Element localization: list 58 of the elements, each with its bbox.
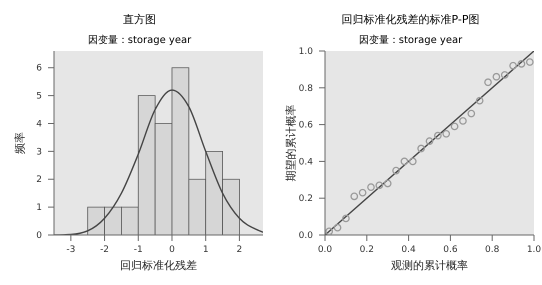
point: [367, 183, 375, 192]
point: [350, 192, 358, 200]
x-tick-label: 1: [202, 245, 209, 255]
point: [450, 122, 458, 130]
point: [492, 72, 500, 81]
x-axis-title: 观测的累计概率: [391, 259, 468, 272]
y-axis-title: 期望的累计概率: [284, 104, 298, 182]
y-tick-label: 5: [36, 92, 42, 102]
point: [500, 71, 509, 79]
point: [459, 117, 467, 125]
x-tick-label: -2: [100, 245, 110, 255]
y-tick-label: 1.0: [298, 47, 314, 57]
chart-title: 回归标准化残差的标准P-P图: [340, 12, 480, 27]
y-tick-label: 0.6: [298, 120, 314, 131]
x-axis-title: 回归标准化残差: [120, 259, 197, 272]
point: [375, 181, 384, 190]
y-tick-label: 0.8: [298, 84, 314, 94]
chart-title: 直方图: [122, 12, 157, 27]
y-tick-label: 1: [36, 203, 42, 214]
x-tick-label: -1: [134, 245, 143, 255]
x-tick-label: 0.6: [443, 245, 458, 255]
point: [434, 132, 442, 140]
point: [334, 224, 342, 232]
chart-subtitle: 因变量：storage year: [358, 34, 464, 47]
point: [400, 158, 408, 166]
x-tick-label: 2: [236, 245, 242, 255]
point: [467, 110, 476, 118]
x-tick-label: -3: [66, 245, 76, 255]
point: [426, 137, 434, 146]
y-tick-label: 0.4: [298, 157, 314, 168]
y-tick-label: 4: [36, 119, 42, 130]
x-tick-label: 0.4: [401, 245, 416, 255]
point: [417, 144, 425, 152]
point: [484, 78, 492, 86]
y-tick-label: 2: [36, 175, 42, 186]
point: [358, 188, 366, 197]
y-axis-title: 频率: [14, 132, 26, 154]
point: [518, 60, 526, 68]
y-tick-label: 0: [36, 231, 42, 241]
point: [408, 158, 417, 166]
point: [526, 58, 534, 66]
chart-subtitle: 因变量：storage year: [86, 34, 192, 47]
x-tick-label: 0.8: [485, 245, 500, 255]
y-tick-label: 6: [36, 64, 42, 74]
x-tick-label: 0.0: [318, 245, 332, 255]
point: [325, 227, 334, 235]
point: [384, 180, 392, 188]
x-tick-label: 0.2: [360, 245, 374, 255]
y-tick-label: 0.2: [298, 194, 313, 204]
point: [342, 214, 350, 222]
point: [442, 130, 450, 138]
y-tick-label: 3: [36, 147, 42, 158]
point: [509, 62, 517, 70]
y-tick-label: 0.0: [298, 231, 314, 241]
x-tick-label: 1.0: [526, 245, 542, 255]
point: [392, 166, 400, 174]
x-tick-label: 0: [169, 245, 176, 255]
point: [476, 96, 484, 105]
